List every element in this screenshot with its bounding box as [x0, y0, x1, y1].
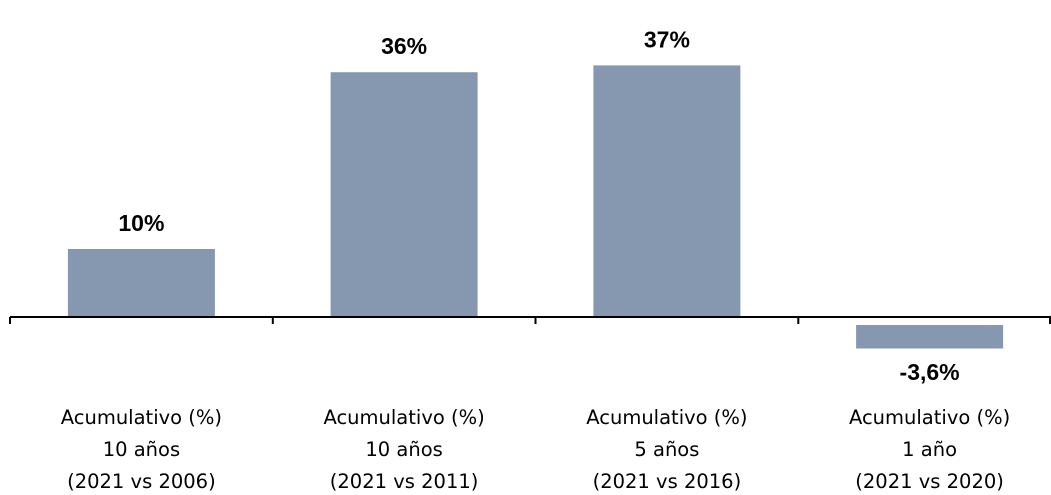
category-label-line: 10 años [365, 438, 442, 461]
bar-1 [67, 249, 215, 317]
category-label-line: Acumulativo (%) [849, 406, 1010, 429]
bar-3 [593, 65, 741, 318]
x-axis [9, 316, 1051, 324]
category-label-line: 1 año [902, 438, 957, 461]
data-labels-group: 10% 36% 37% -3,6% [118, 26, 959, 385]
category-label-line: 10 años [103, 438, 180, 461]
bar-4 [856, 325, 1004, 349]
category-label-line: (2021 vs 2016) [593, 470, 742, 493]
bars-group [67, 65, 1004, 349]
category-label-line: (2021 vs 2006) [67, 470, 216, 493]
category-label-line: 5 años [634, 438, 699, 461]
data-label-1: 10% [118, 210, 164, 236]
category-label-line: Acumulativo (%) [61, 406, 222, 429]
data-label-3: 37% [644, 26, 690, 52]
category-label-line: Acumulativo (%) [323, 406, 484, 429]
category-label-line: Acumulativo (%) [586, 406, 747, 429]
category-label-line: (2021 vs 2020) [855, 470, 1004, 493]
category-label-1: Acumulativo (%) 10 años (2021 vs 2006) [61, 406, 222, 493]
bar-2 [330, 72, 478, 317]
data-label-2: 36% [381, 33, 427, 59]
category-label-2: Acumulativo (%) 10 años (2021 vs 2011) [323, 406, 484, 493]
category-label-line: (2021 vs 2011) [330, 470, 479, 493]
category-labels-group: Acumulativo (%) 10 años (2021 vs 2006)Acum… [61, 406, 1010, 493]
data-label-4: -3,6% [900, 359, 960, 385]
category-label-3: Acumulativo (%) 5 años (2021 vs 2016) [586, 406, 747, 493]
category-label-4: Acumulativo (%) 1 año (2021 vs 2020) [849, 406, 1010, 493]
